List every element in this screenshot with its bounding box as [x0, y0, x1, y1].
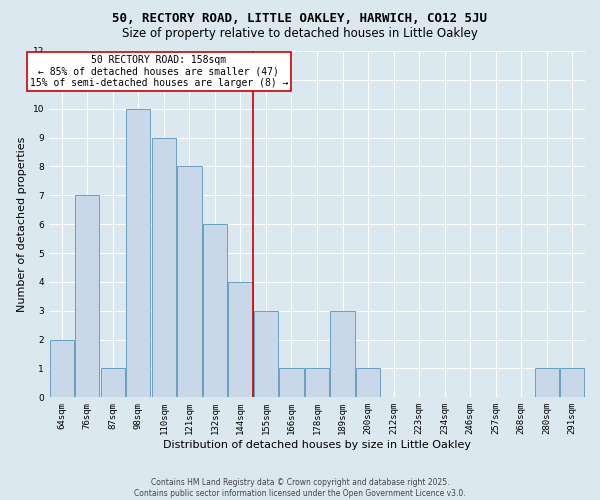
Text: 50, RECTORY ROAD, LITTLE OAKLEY, HARWICH, CO12 5JU: 50, RECTORY ROAD, LITTLE OAKLEY, HARWICH…	[113, 12, 487, 26]
Text: Contains HM Land Registry data © Crown copyright and database right 2025.
Contai: Contains HM Land Registry data © Crown c…	[134, 478, 466, 498]
Text: Size of property relative to detached houses in Little Oakley: Size of property relative to detached ho…	[122, 28, 478, 40]
Bar	[75, 196, 100, 398]
Bar	[101, 368, 125, 398]
Bar	[560, 368, 584, 398]
Y-axis label: Number of detached properties: Number of detached properties	[17, 136, 27, 312]
Bar	[280, 368, 304, 398]
Bar	[229, 282, 253, 398]
Bar	[254, 310, 278, 398]
Bar	[535, 368, 559, 398]
Bar	[50, 340, 74, 398]
Bar	[331, 310, 355, 398]
Bar	[126, 108, 151, 398]
Bar	[152, 138, 176, 398]
Bar	[305, 368, 329, 398]
Bar	[203, 224, 227, 398]
Text: 50 RECTORY ROAD: 158sqm
← 85% of detached houses are smaller (47)
15% of semi-de: 50 RECTORY ROAD: 158sqm ← 85% of detache…	[29, 54, 288, 88]
Bar	[177, 166, 202, 398]
X-axis label: Distribution of detached houses by size in Little Oakley: Distribution of detached houses by size …	[163, 440, 471, 450]
Bar	[356, 368, 380, 398]
